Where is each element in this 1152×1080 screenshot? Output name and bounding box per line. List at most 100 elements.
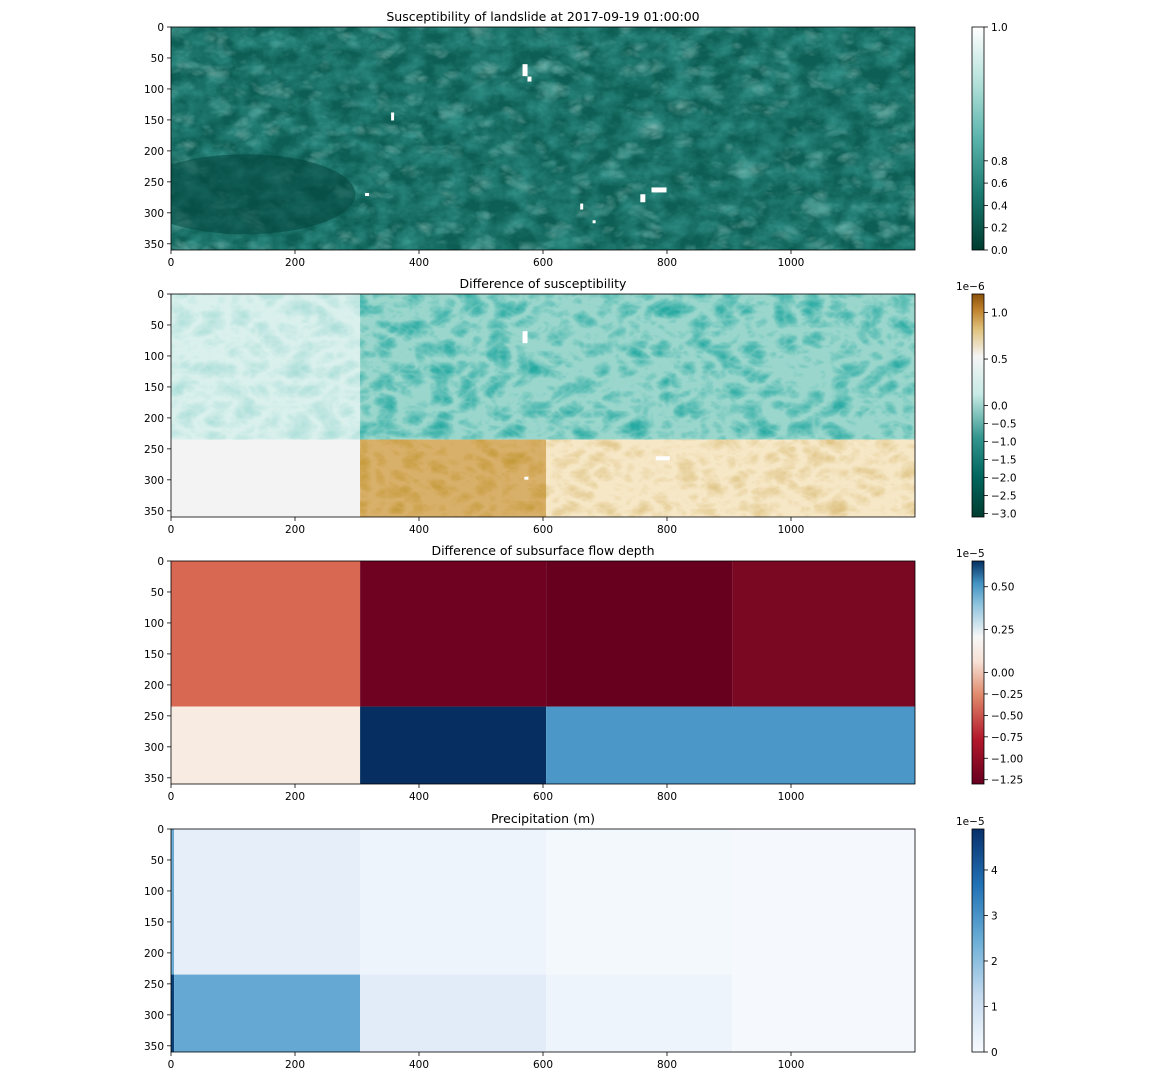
- x-tick-label: 800: [657, 791, 677, 803]
- heatmap-block: [360, 561, 547, 707]
- y-tick-label: 200: [144, 948, 164, 960]
- y-tick-label: 150: [144, 382, 164, 394]
- high-susceptibility-patch: [391, 112, 395, 121]
- heatmap-block-texture: [360, 439, 547, 517]
- x-tick-label: 1000: [778, 524, 805, 536]
- heatmap-block: [171, 829, 175, 975]
- high-susceptibility-patch: [527, 76, 532, 82]
- high-susceptibility-patch: [580, 203, 584, 210]
- y-tick-label: 300: [144, 742, 164, 754]
- y-tick-label: 50: [151, 587, 164, 599]
- y-tick-label: 50: [151, 53, 164, 65]
- y-tick-label: 100: [144, 84, 164, 96]
- x-tick-label: 0: [168, 524, 175, 536]
- colorbar-tick-label: 0.25: [991, 625, 1014, 637]
- colorbar-tick-label: −1.00: [991, 753, 1023, 765]
- panel-difference-susceptibility: Difference of susceptibility 0 200 400 600 80…: [144, 276, 1017, 536]
- colorbar-tick-label: 0: [991, 1047, 998, 1059]
- y-tick-label: 150: [144, 649, 164, 661]
- colorbar-tick-label: −0.75: [991, 732, 1023, 744]
- y-tick-label: 100: [144, 351, 164, 363]
- y-tick-label: 350: [144, 506, 164, 518]
- high-susceptibility-patch: [592, 220, 596, 224]
- heatmap-block: [546, 829, 733, 975]
- high-susceptibility-patch: [365, 193, 370, 197]
- colorbar-tick-label: 0.4: [991, 200, 1008, 212]
- x-tick-label: 600: [533, 791, 553, 803]
- colorbar-tick-label: 4: [991, 865, 998, 877]
- x-tick-label: 1000: [778, 791, 805, 803]
- colorbar-tick-label: 0.2: [991, 223, 1008, 235]
- heatmap-block-texture: [360, 294, 915, 440]
- colorbar-tick-label: −0.50: [991, 710, 1023, 722]
- heatmap-block: [171, 706, 361, 784]
- colorbar-frame: [971, 828, 985, 1053]
- colorbar-offset-label: 1e−5: [956, 548, 985, 560]
- colorbar: [972, 294, 984, 517]
- nan-patch: [524, 476, 529, 480]
- y-tick-label: 100: [144, 886, 164, 898]
- x-tick-label: 600: [533, 1059, 553, 1071]
- x-tick-label: 200: [285, 257, 305, 269]
- y-tick-label: 0: [157, 22, 164, 34]
- high-susceptibility-patch: [522, 64, 528, 77]
- heatmap-block: [732, 974, 915, 1052]
- colorbar: [972, 27, 984, 250]
- x-tick-label: 800: [657, 1059, 677, 1071]
- y-tick-label: 200: [144, 146, 164, 158]
- y-tick-label: 0: [157, 824, 164, 836]
- heatmap-block: [546, 706, 915, 784]
- x-tick-label: 400: [409, 524, 429, 536]
- colorbar-tick-label: 1.0: [991, 22, 1008, 34]
- colorbar-tick-label: 0.0: [991, 245, 1008, 257]
- y-tick-label: 250: [144, 979, 164, 991]
- y-tick-label: 50: [151, 320, 164, 332]
- nan-patch: [522, 331, 528, 344]
- y-tick-label: 250: [144, 177, 164, 189]
- x-tick-label: 1000: [778, 1059, 805, 1071]
- y-tick-label: 250: [144, 711, 164, 723]
- x-tick-label: 400: [409, 791, 429, 803]
- chart-title: Difference of susceptibility: [460, 276, 628, 291]
- heatmap-block: [732, 829, 915, 975]
- colorbar: [972, 829, 984, 1052]
- heatmap-block-texture: [546, 439, 915, 517]
- heatmap-block: [546, 974, 733, 1052]
- heatmap-block: [171, 974, 175, 1052]
- heatmap-block: [174, 829, 361, 975]
- y-tick-label: 350: [144, 1041, 164, 1053]
- heatmap-block: [360, 706, 547, 784]
- x-tick-label: 200: [285, 791, 305, 803]
- panel-precipitation: Precipitation (m)0 200 400 600 800 1000050100…: [144, 811, 998, 1071]
- x-tick-label: 0: [168, 1059, 175, 1071]
- heatmap-image: [171, 294, 915, 517]
- x-tick-label: 200: [285, 1059, 305, 1071]
- x-tick-label: 800: [657, 524, 677, 536]
- heatmap-image: [171, 829, 915, 1052]
- colorbar-tick-label: 1.0: [991, 308, 1008, 320]
- x-tick-label: 400: [409, 1059, 429, 1071]
- high-susceptibility-patch: [651, 187, 667, 193]
- colorbar-tick-label: −1.5: [991, 454, 1017, 466]
- y-tick-label: 0: [157, 556, 164, 568]
- chart-title: Difference of subsurface flow depth: [431, 543, 654, 558]
- y-tick-label: 150: [144, 917, 164, 929]
- colorbar-tick-label: −1.0: [991, 436, 1017, 448]
- y-tick-label: 300: [144, 475, 164, 487]
- colorbar-tick-label: 1: [991, 1001, 998, 1013]
- nan-patch: [655, 456, 670, 461]
- colorbar-tick-label: 0.0: [991, 401, 1008, 413]
- colorbar-tick-label: 0.5: [991, 354, 1008, 366]
- y-tick-label: 300: [144, 1010, 164, 1022]
- y-tick-label: 50: [151, 855, 164, 867]
- colorbar: [972, 561, 984, 784]
- heatmap-block: [732, 561, 915, 707]
- colorbar-tick-label: −2.5: [991, 490, 1017, 502]
- y-tick-label: 350: [144, 239, 164, 251]
- colorbar-tick-label: −1.25: [991, 775, 1023, 787]
- x-tick-label: 800: [657, 257, 677, 269]
- colorbar-tick-label: 0.00: [991, 668, 1014, 680]
- colorbar-tick-label: 3: [991, 910, 998, 922]
- x-tick-label: 400: [409, 257, 429, 269]
